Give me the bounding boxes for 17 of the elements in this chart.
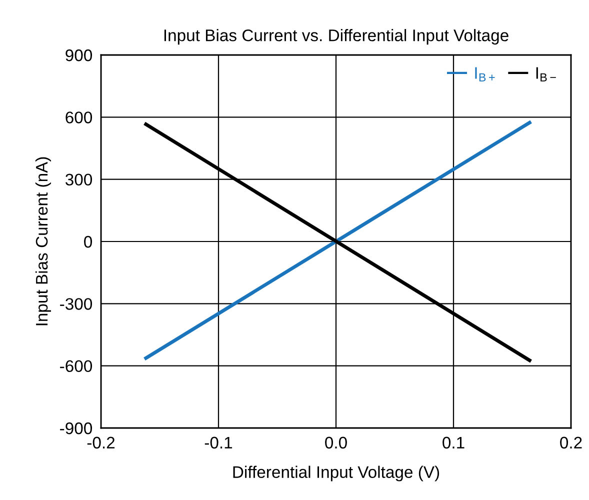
- y-tick-label: 0: [84, 236, 92, 248]
- y-tick-label: -300: [60, 298, 92, 310]
- x-tick-label: 0.0: [325, 436, 347, 449]
- x-axis-title: Differential Input Voltage (V): [233, 466, 440, 482]
- legend-label: I$_{B−}$: [536, 67, 556, 82]
- x-tick-label: -0.2: [87, 436, 115, 449]
- y-tick-label: -600: [60, 360, 92, 372]
- x-tick-label: 0.1: [442, 436, 464, 449]
- y-axis-title: Input Bias Current (nA): [35, 157, 51, 326]
- y-tick-label: 300: [65, 174, 92, 186]
- chart-title: Input Bias Current vs. Differential Input Voltage: [164, 29, 508, 45]
- legend-label: I$_{B+}$: [475, 67, 495, 82]
- y-tick-label: -900: [60, 422, 92, 434]
- y-tick-label: 600: [66, 112, 92, 124]
- x-tick-label: -0.1: [204, 436, 232, 449]
- x-tick-label: 0.2: [560, 436, 582, 449]
- y-tick-label: 900: [66, 49, 92, 62]
